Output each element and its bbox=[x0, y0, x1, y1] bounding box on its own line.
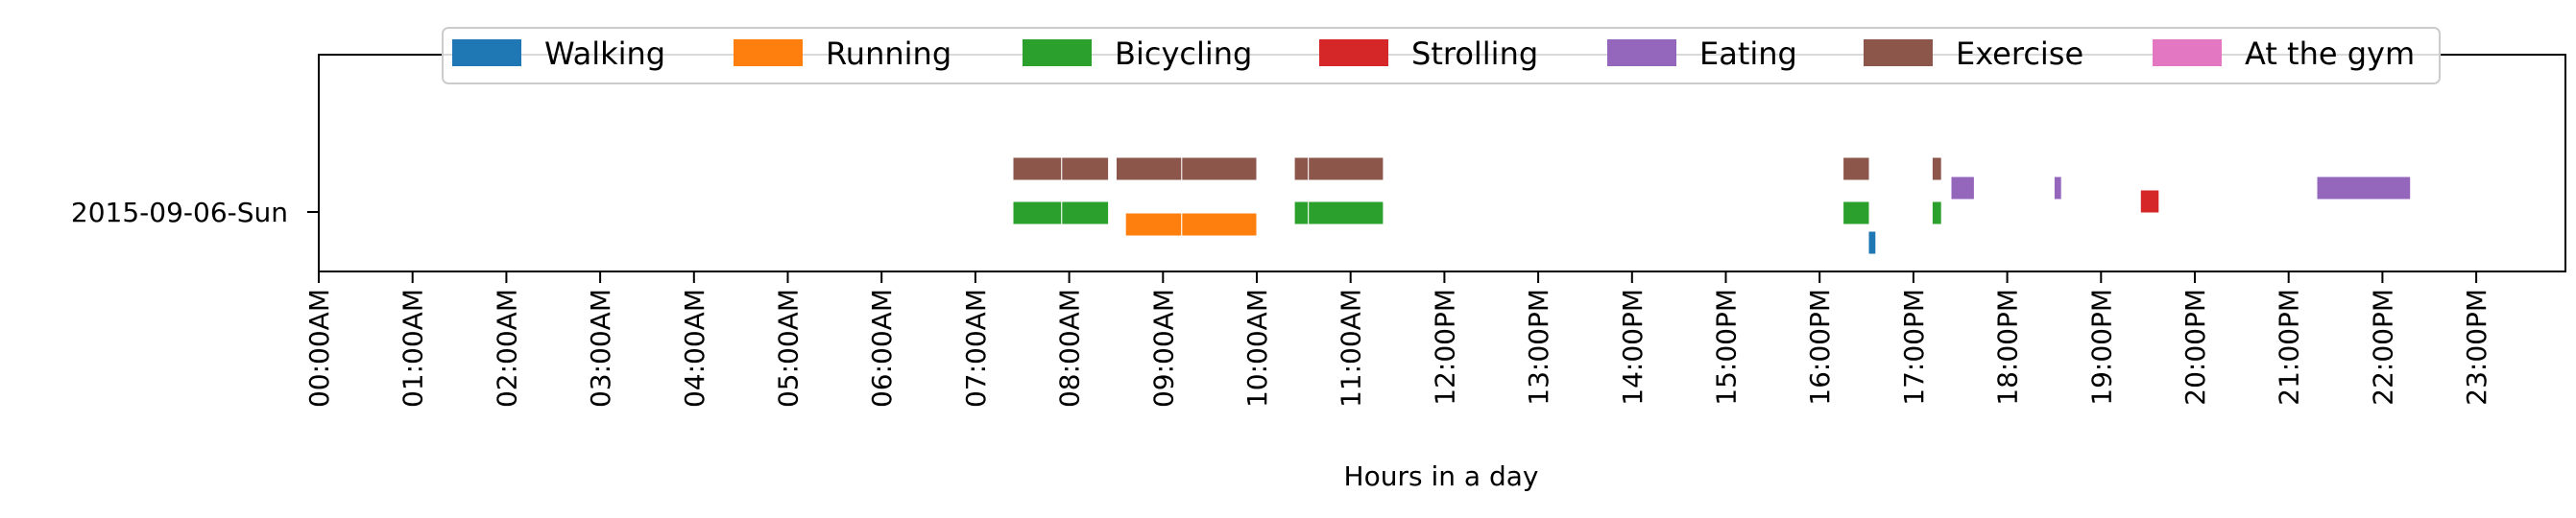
x-tick-label: 09:00AM bbox=[1147, 289, 1179, 408]
activity-bar-running bbox=[1124, 212, 1183, 237]
activity-bar-strolling bbox=[2139, 189, 2160, 214]
x-tick-label: 06:00AM bbox=[866, 289, 898, 408]
x-tick-label: 01:00AM bbox=[397, 289, 429, 408]
x-axis: 00:00AM 01:00AM 02:00AM 03:00AM 04:00AM 05:00… bbox=[303, 271, 2492, 408]
activity-bar-exercise bbox=[1931, 156, 1942, 181]
activity-bar-exercise bbox=[1061, 156, 1110, 181]
x-tick-label: 02:00AM bbox=[491, 289, 522, 408]
y-tick-label: 2015-09-06-Sun bbox=[71, 197, 288, 228]
x-tick-label: 20:00PM bbox=[2179, 289, 2211, 406]
legend: Walking Running Bicycling Strolling Eating Ex… bbox=[442, 27, 2441, 84]
x-tick-label: 16:00PM bbox=[1804, 289, 1836, 406]
legend-swatch-bicycling bbox=[1023, 39, 1092, 66]
legend-box bbox=[442, 27, 2441, 84]
legend-label: Eating bbox=[1699, 35, 1797, 72]
activity-bars bbox=[1012, 156, 2412, 255]
activity-bar-bicycling bbox=[1012, 200, 1063, 225]
activity-bar-bicycling bbox=[1308, 200, 1384, 225]
x-tick-label: 15:00PM bbox=[1711, 289, 1743, 406]
x-tick-label: 05:00AM bbox=[773, 289, 805, 408]
activity-bar-exercise bbox=[1181, 156, 1258, 181]
legend-swatch-walking bbox=[452, 39, 521, 66]
x-tick-label: 12:00PM bbox=[1429, 289, 1460, 406]
activity-bar-eating bbox=[2316, 176, 2412, 200]
x-tick-label: 13:00PM bbox=[1523, 289, 1554, 406]
x-tick-label: 21:00PM bbox=[2274, 289, 2305, 406]
x-tick-label: 07:00AM bbox=[960, 289, 992, 408]
x-tick-label: 00:00AM bbox=[303, 289, 335, 408]
activity-bar-exercise bbox=[1116, 156, 1183, 181]
x-tick-label: 14:00PM bbox=[1617, 289, 1649, 406]
legend-swatch-running bbox=[734, 39, 803, 66]
x-tick-label: 08:00AM bbox=[1054, 289, 1086, 408]
legend-label: Strolling bbox=[1411, 35, 1538, 72]
activity-bar-bicycling bbox=[1293, 200, 1310, 225]
legend-label: Walking bbox=[544, 35, 665, 72]
legend-label: Running bbox=[826, 35, 951, 72]
activity-bar-walking bbox=[1867, 230, 1877, 255]
legend-swatch-at-the-gym bbox=[2153, 39, 2222, 66]
y-axis: 2015-09-06-Sun bbox=[71, 197, 319, 228]
legend-swatch-eating bbox=[1607, 39, 1676, 66]
x-tick-label: 17:00PM bbox=[1898, 289, 1930, 406]
legend-swatch-strolling bbox=[1319, 39, 1388, 66]
activity-bar-exercise bbox=[1012, 156, 1063, 181]
x-tick-label: 03:00AM bbox=[585, 289, 616, 408]
legend-label: At the gym bbox=[2245, 35, 2415, 72]
legend-label: Bicycling bbox=[1115, 35, 1252, 72]
activity-bar-eating bbox=[1950, 176, 1975, 200]
x-axis-label: Hours in a day bbox=[1344, 460, 1539, 492]
activity-bar-eating bbox=[2053, 176, 2062, 200]
x-tick-label: 19:00PM bbox=[2085, 289, 2117, 406]
x-tick-label: 04:00AM bbox=[679, 289, 710, 408]
activity-bar-bicycling bbox=[1842, 200, 1870, 225]
activity-bar-bicycling bbox=[1931, 200, 1942, 225]
legend-label: Exercise bbox=[1956, 35, 2083, 72]
x-tick-label: 23:00PM bbox=[2461, 289, 2492, 406]
x-tick-label: 22:00PM bbox=[2367, 289, 2398, 406]
activity-bar-exercise bbox=[1842, 156, 1870, 181]
x-tick-label: 11:00AM bbox=[1336, 289, 1367, 408]
activity-bar-exercise bbox=[1308, 156, 1384, 181]
plot-frame bbox=[318, 54, 2566, 272]
activity-bar-running bbox=[1181, 212, 1258, 237]
x-tick-label: 18:00PM bbox=[1992, 289, 2024, 406]
x-tick-label: 10:00AM bbox=[1241, 289, 1273, 408]
legend-swatch-exercise bbox=[1864, 39, 1933, 66]
activity-bar-exercise bbox=[1293, 156, 1310, 181]
activity-bar-bicycling bbox=[1061, 200, 1110, 225]
